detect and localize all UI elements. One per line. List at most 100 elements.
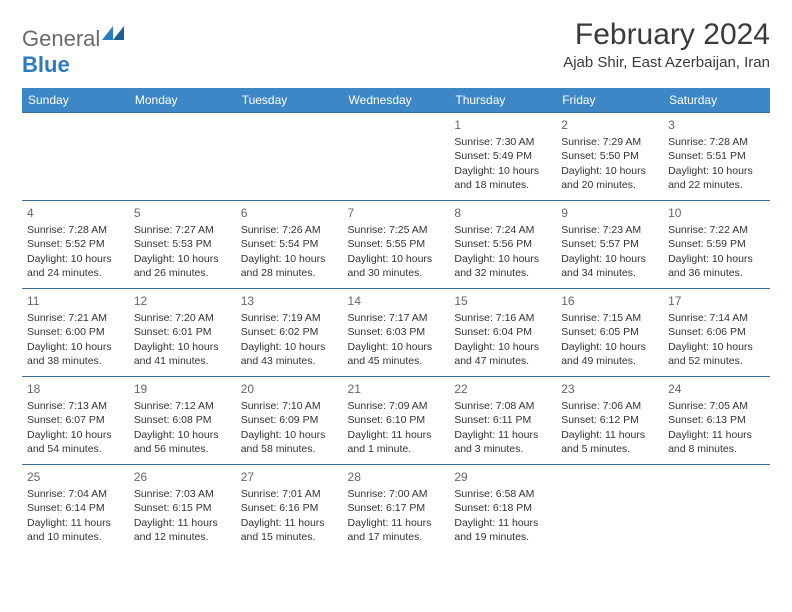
daylight-text: Daylight: 10 hours and 18 minutes. bbox=[454, 164, 551, 192]
day-details: Sunrise: 7:16 AMSunset: 6:04 PMDaylight:… bbox=[454, 311, 551, 368]
weekday-header-row: Sunday Monday Tuesday Wednesday Thursday… bbox=[22, 88, 770, 113]
day-details: Sunrise: 7:28 AMSunset: 5:51 PMDaylight:… bbox=[668, 135, 765, 192]
day-details: Sunrise: 7:00 AMSunset: 6:17 PMDaylight:… bbox=[348, 487, 445, 544]
calendar-page: General Blue February 2024 Ajab Shir, Ea… bbox=[0, 0, 792, 571]
calendar-body: 1 Sunrise: 7:30 AMSunset: 5:49 PMDaylight… bbox=[22, 113, 770, 553]
day-number: 2 bbox=[561, 117, 658, 133]
day-number: 28 bbox=[348, 469, 445, 485]
day-number: 4 bbox=[27, 205, 124, 221]
location-text: Ajab Shir, East Azerbaijan, Iran bbox=[563, 54, 770, 71]
calendar-cell: 29Sunrise: 6:58 AMSunset: 6:18 PMDayligh… bbox=[449, 465, 556, 553]
sunrise-text: Sunrise: 7:25 AM bbox=[348, 223, 445, 237]
calendar-cell: 10Sunrise: 7:22 AMSunset: 5:59 PMDayligh… bbox=[663, 201, 770, 289]
day-details: Sunrise: 7:15 AMSunset: 6:05 PMDaylight:… bbox=[561, 311, 658, 368]
calendar-cell: 4 Sunrise: 7:28 AMSunset: 5:52 PMDaylight… bbox=[22, 201, 129, 289]
month-title: February 2024 bbox=[563, 18, 770, 52]
calendar-cell: 27Sunrise: 7:01 AMSunset: 6:16 PMDayligh… bbox=[236, 465, 343, 553]
sunset-text: Sunset: 5:57 PM bbox=[561, 237, 658, 251]
weekday-header: Friday bbox=[556, 88, 663, 113]
day-details: Sunrise: 7:22 AMSunset: 5:59 PMDaylight:… bbox=[668, 223, 765, 280]
calendar-cell: 11Sunrise: 7:21 AMSunset: 6:00 PMDayligh… bbox=[22, 289, 129, 377]
daylight-text: Daylight: 10 hours and 32 minutes. bbox=[454, 252, 551, 280]
day-number: 1 bbox=[454, 117, 551, 133]
calendar-cell: 16Sunrise: 7:15 AMSunset: 6:05 PMDayligh… bbox=[556, 289, 663, 377]
sunrise-text: Sunrise: 7:26 AM bbox=[241, 223, 338, 237]
sunset-text: Sunset: 6:06 PM bbox=[668, 325, 765, 339]
sunrise-text: Sunrise: 7:01 AM bbox=[241, 487, 338, 501]
day-details: Sunrise: 7:01 AMSunset: 6:16 PMDaylight:… bbox=[241, 487, 338, 544]
sunset-text: Sunset: 5:55 PM bbox=[348, 237, 445, 251]
day-details: Sunrise: 7:06 AMSunset: 6:12 PMDaylight:… bbox=[561, 399, 658, 456]
sunset-text: Sunset: 5:56 PM bbox=[454, 237, 551, 251]
sunrise-text: Sunrise: 7:16 AM bbox=[454, 311, 551, 325]
day-number: 20 bbox=[241, 381, 338, 397]
daylight-text: Daylight: 10 hours and 54 minutes. bbox=[27, 428, 124, 456]
weekday-header: Tuesday bbox=[236, 88, 343, 113]
calendar-cell: 3Sunrise: 7:28 AMSunset: 5:51 PMDaylight… bbox=[663, 113, 770, 201]
sunrise-text: Sunrise: 7:04 AM bbox=[27, 487, 124, 501]
daylight-text: Daylight: 10 hours and 24 minutes. bbox=[27, 252, 124, 280]
day-number: 8 bbox=[454, 205, 551, 221]
calendar-cell: 13Sunrise: 7:19 AMSunset: 6:02 PMDayligh… bbox=[236, 289, 343, 377]
daylight-text: Daylight: 10 hours and 22 minutes. bbox=[668, 164, 765, 192]
daylight-text: Daylight: 10 hours and 56 minutes. bbox=[134, 428, 231, 456]
calendar-cell: 8 Sunrise: 7:24 AMSunset: 5:56 PMDaylight… bbox=[449, 201, 556, 289]
calendar-cell: 25Sunrise: 7:04 AMSunset: 6:14 PMDayligh… bbox=[22, 465, 129, 553]
calendar-cell: 5Sunrise: 7:27 AMSunset: 5:53 PMDaylight… bbox=[129, 201, 236, 289]
calendar-cell: 2 Sunrise: 7:29 AMSunset: 5:50 PMDaylight… bbox=[556, 113, 663, 201]
day-details: Sunrise: 7:20 AMSunset: 6:01 PMDaylight:… bbox=[134, 311, 231, 368]
sunset-text: Sunset: 6:09 PM bbox=[241, 413, 338, 427]
day-number: 21 bbox=[348, 381, 445, 397]
day-details: Sunrise: 7:30 AMSunset: 5:49 PMDaylight:… bbox=[454, 135, 551, 192]
sunrise-text: Sunrise: 7:08 AM bbox=[454, 399, 551, 413]
calendar-cell: 14Sunrise: 7:17 AMSunset: 6:03 PMDayligh… bbox=[343, 289, 450, 377]
day-details: Sunrise: 7:26 AMSunset: 5:54 PMDaylight:… bbox=[241, 223, 338, 280]
sunset-text: Sunset: 6:04 PM bbox=[454, 325, 551, 339]
sunset-text: Sunset: 5:54 PM bbox=[241, 237, 338, 251]
day-details: Sunrise: 7:21 AMSunset: 6:00 PMDaylight:… bbox=[27, 311, 124, 368]
sunset-text: Sunset: 6:14 PM bbox=[27, 501, 124, 515]
sunrise-text: Sunrise: 7:28 AM bbox=[27, 223, 124, 237]
sunset-text: Sunset: 6:05 PM bbox=[561, 325, 658, 339]
daylight-text: Daylight: 10 hours and 26 minutes. bbox=[134, 252, 231, 280]
sunrise-text: Sunrise: 7:05 AM bbox=[668, 399, 765, 413]
sunrise-text: Sunrise: 7:10 AM bbox=[241, 399, 338, 413]
brand-logo: General Blue bbox=[22, 18, 124, 78]
daylight-text: Daylight: 10 hours and 20 minutes. bbox=[561, 164, 658, 192]
calendar-table: Sunday Monday Tuesday Wednesday Thursday… bbox=[22, 88, 770, 553]
day-details: Sunrise: 7:04 AMSunset: 6:14 PMDaylight:… bbox=[27, 487, 124, 544]
calendar-row: 1 Sunrise: 7:30 AMSunset: 5:49 PMDaylight… bbox=[22, 113, 770, 201]
calendar-cell bbox=[236, 113, 343, 201]
day-number: 26 bbox=[134, 469, 231, 485]
sunset-text: Sunset: 6:07 PM bbox=[27, 413, 124, 427]
sunset-text: Sunset: 5:51 PM bbox=[668, 149, 765, 163]
calendar-cell: 6Sunrise: 7:26 AMSunset: 5:54 PMDaylight… bbox=[236, 201, 343, 289]
sunset-text: Sunset: 5:52 PM bbox=[27, 237, 124, 251]
calendar-cell: 12Sunrise: 7:20 AMSunset: 6:01 PMDayligh… bbox=[129, 289, 236, 377]
sunrise-text: Sunrise: 7:19 AM bbox=[241, 311, 338, 325]
day-details: Sunrise: 7:03 AMSunset: 6:15 PMDaylight:… bbox=[134, 487, 231, 544]
sunset-text: Sunset: 6:18 PM bbox=[454, 501, 551, 515]
day-details: Sunrise: 7:29 AMSunset: 5:50 PMDaylight:… bbox=[561, 135, 658, 192]
sunset-text: Sunset: 6:01 PM bbox=[134, 325, 231, 339]
sunset-text: Sunset: 6:11 PM bbox=[454, 413, 551, 427]
brand-mark-icon bbox=[102, 26, 124, 40]
sunrise-text: Sunrise: 7:03 AM bbox=[134, 487, 231, 501]
day-details: Sunrise: 7:12 AMSunset: 6:08 PMDaylight:… bbox=[134, 399, 231, 456]
day-details: Sunrise: 7:24 AMSunset: 5:56 PMDaylight:… bbox=[454, 223, 551, 280]
daylight-text: Daylight: 11 hours and 8 minutes. bbox=[668, 428, 765, 456]
sunset-text: Sunset: 6:10 PM bbox=[348, 413, 445, 427]
daylight-text: Daylight: 10 hours and 47 minutes. bbox=[454, 340, 551, 368]
day-number: 23 bbox=[561, 381, 658, 397]
daylight-text: Daylight: 10 hours and 49 minutes. bbox=[561, 340, 658, 368]
calendar-cell: 1 Sunrise: 7:30 AMSunset: 5:49 PMDaylight… bbox=[449, 113, 556, 201]
day-details: Sunrise: 7:05 AMSunset: 6:13 PMDaylight:… bbox=[668, 399, 765, 456]
title-block: February 2024 Ajab Shir, East Azerbaijan… bbox=[563, 18, 770, 71]
daylight-text: Daylight: 10 hours and 58 minutes. bbox=[241, 428, 338, 456]
sunrise-text: Sunrise: 7:20 AM bbox=[134, 311, 231, 325]
calendar-row: 25Sunrise: 7:04 AMSunset: 6:14 PMDayligh… bbox=[22, 465, 770, 553]
calendar-cell: 19Sunrise: 7:12 AMSunset: 6:08 PMDayligh… bbox=[129, 377, 236, 465]
day-number: 24 bbox=[668, 381, 765, 397]
sunrise-text: Sunrise: 7:23 AM bbox=[561, 223, 658, 237]
calendar-cell: 21Sunrise: 7:09 AMSunset: 6:10 PMDayligh… bbox=[343, 377, 450, 465]
